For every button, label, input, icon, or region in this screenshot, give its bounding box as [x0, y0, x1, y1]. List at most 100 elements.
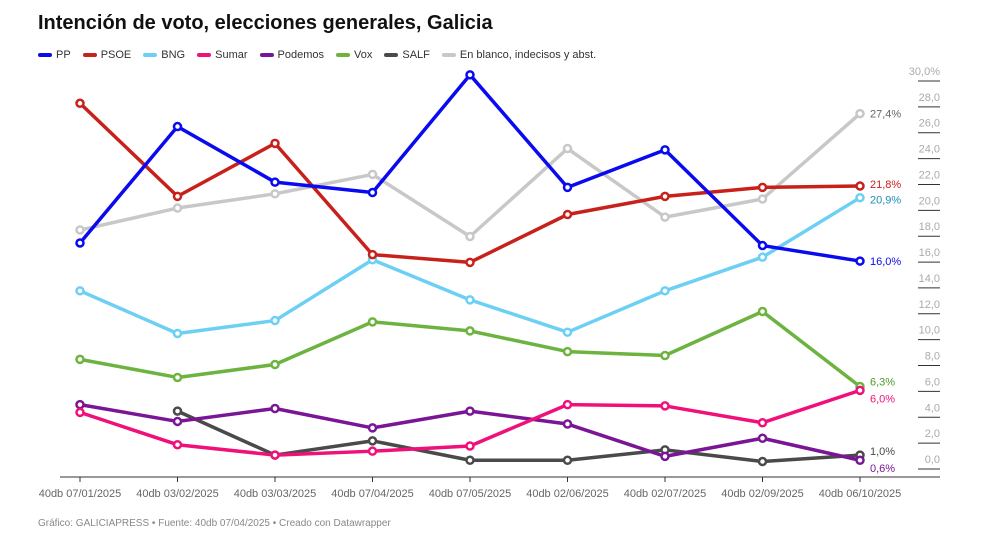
data-point: [855, 385, 865, 396]
data-point: [757, 240, 768, 251]
y-tick-label: 14,0: [919, 273, 940, 285]
data-point: [75, 354, 85, 365]
legend-swatch: [259, 53, 274, 57]
data-point: [270, 138, 280, 149]
data-point: [270, 177, 280, 187]
x-tick-label: 40db 07/04/2025: [331, 488, 414, 500]
series-line-en: [79, 112, 862, 239]
chart-title: Intención de voto, elecciones generales,…: [38, 12, 493, 34]
end-value-label: 1,0%: [870, 446, 895, 458]
legend-label: En blanco, indecisos y abst.: [459, 49, 597, 61]
y-tick-label: 6,0: [925, 376, 940, 388]
y-tick-label: 16,0: [919, 247, 940, 259]
legend-item: SALF: [384, 49, 430, 61]
x-tick-label: 40db 02/06/2025: [526, 488, 609, 500]
data-point: [757, 417, 768, 428]
data-point: [562, 327, 573, 337]
x-tick-label: 40db 06/10/2025: [819, 488, 902, 500]
data-point: [855, 455, 865, 465]
y-tick-label: 2,0: [925, 428, 940, 440]
y-tick-label: 26,0: [919, 118, 940, 130]
data-point: [757, 194, 768, 204]
data-point: [562, 209, 573, 220]
data-point: [75, 225, 85, 235]
y-tick-label: 0,0: [925, 454, 940, 466]
data-point: [270, 189, 280, 199]
legend-item: Vox: [336, 49, 372, 61]
data-point: [757, 182, 768, 193]
data-point: [855, 108, 865, 119]
x-tick-label: 40db 03/03/2025: [234, 488, 317, 500]
data-point: [75, 238, 85, 248]
data-point: [855, 181, 865, 191]
legend-label: SALF: [402, 49, 430, 61]
y-tick-label: 12,0: [919, 299, 940, 311]
y-tick-label: 4,0: [925, 402, 940, 414]
data-point: [562, 455, 573, 465]
legend-swatch: [82, 53, 97, 57]
data-point: [367, 169, 378, 180]
data-point: [855, 192, 865, 203]
x-tick-label: 40db 02/09/2025: [721, 488, 804, 500]
data-point: [75, 399, 85, 410]
data-point: [172, 121, 183, 132]
legend-item: Sumar: [197, 49, 248, 61]
legend-swatch: [197, 53, 212, 57]
legend-label: Sumar: [215, 49, 248, 61]
data-point: [757, 433, 768, 444]
legend-item: En blanco, indecisos y abst.: [441, 49, 597, 61]
data-point: [172, 203, 183, 213]
data-point: [757, 252, 768, 262]
legend-item: PSOE: [82, 49, 132, 61]
end-value-label: 27,4%: [870, 109, 901, 121]
data-point: [172, 372, 183, 383]
data-point: [757, 306, 768, 317]
legend-swatch: [38, 53, 52, 57]
end-value-label: 0,6%: [870, 463, 895, 475]
data-point: [465, 441, 475, 451]
end-value-label: 20,9%: [870, 195, 901, 207]
data-point: [855, 256, 865, 266]
data-point: [270, 315, 280, 326]
data-point: [172, 191, 183, 202]
legend-swatch: [143, 53, 158, 57]
data-point: [660, 350, 670, 361]
data-point: [465, 257, 475, 268]
legend-label: Podemos: [277, 49, 324, 61]
data-point: [660, 145, 670, 155]
data-point: [660, 451, 670, 462]
data-point: [270, 403, 280, 414]
y-tick-label: 30,0%: [909, 66, 940, 78]
legend-label: PSOE: [100, 49, 132, 61]
data-point: [75, 98, 85, 109]
data-point: [270, 359, 280, 370]
x-tick-label: 40db 03/02/2025: [136, 488, 219, 500]
x-tick-label: 40db 07/05/2025: [429, 488, 512, 500]
data-point: [757, 456, 768, 467]
legend-label: PP: [56, 49, 71, 61]
data-point: [660, 286, 670, 296]
data-point: [562, 346, 573, 357]
data-point: [172, 439, 183, 450]
end-value-label: 6,0%: [870, 393, 895, 405]
data-point: [562, 143, 573, 154]
data-point: [660, 191, 670, 202]
data-point: [465, 231, 475, 242]
data-point: [367, 446, 378, 456]
data-point: [367, 436, 378, 446]
data-point: [465, 70, 475, 80]
data-point: [75, 407, 85, 418]
data-point: [562, 182, 573, 193]
data-point: [465, 326, 475, 336]
data-point: [562, 399, 573, 410]
data-point: [75, 286, 85, 296]
legend-item: PP: [38, 49, 71, 61]
end-value-label: 21,8%: [870, 179, 901, 191]
footer-credit: Gráfico: GALICIAPRESS • Fuente: 40db 07/…: [38, 518, 391, 529]
y-tick-label: 28,0: [919, 92, 940, 104]
data-point: [367, 249, 378, 260]
x-tick-label: 40db 02/07/2025: [624, 488, 707, 500]
y-tick-label: 10,0: [919, 325, 940, 337]
